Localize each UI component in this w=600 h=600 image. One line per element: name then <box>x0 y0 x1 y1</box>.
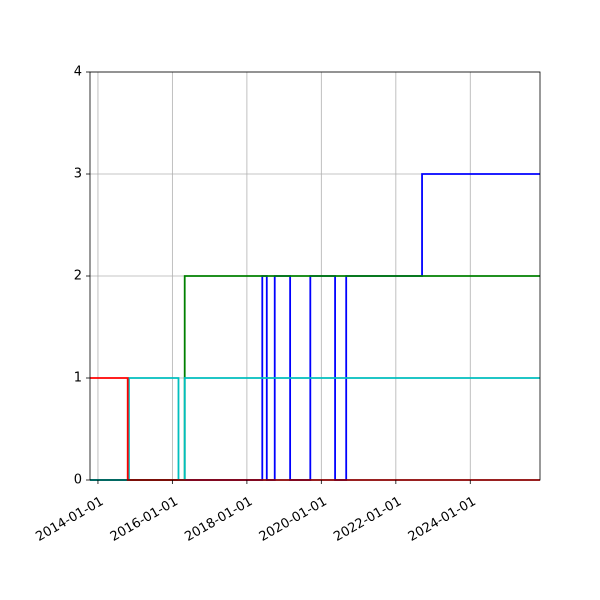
y-tick-label: 2 <box>74 269 82 284</box>
axes <box>86 71 541 484</box>
plot-frame <box>89 71 541 481</box>
series-line-3 <box>90 377 540 481</box>
y-tick-label: 1 <box>74 371 82 386</box>
y-tick-label: 4 <box>74 65 82 80</box>
y-tick-label: 3 <box>74 167 82 182</box>
y-tick-label: 0 <box>74 473 82 488</box>
